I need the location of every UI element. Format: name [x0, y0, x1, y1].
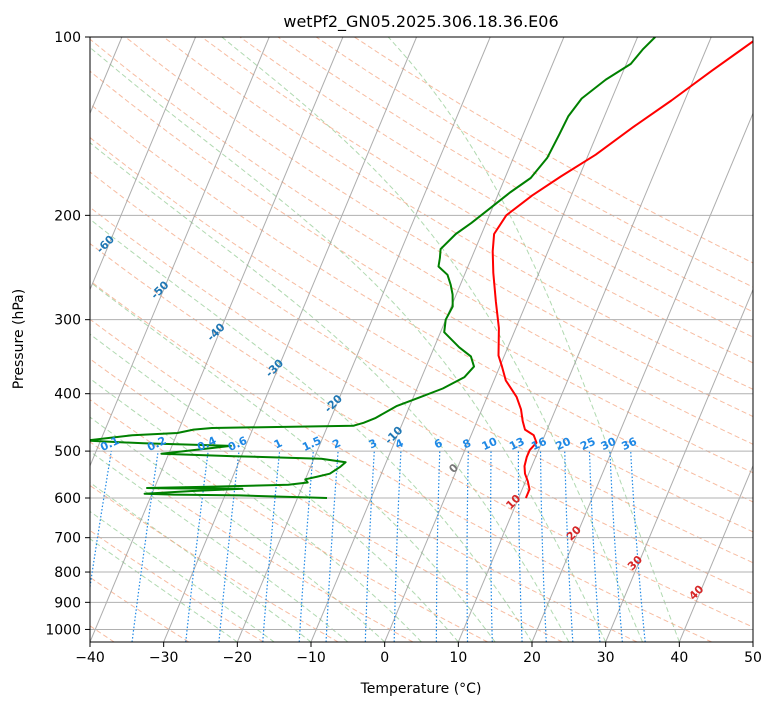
mixing-ratio-line — [262, 451, 281, 642]
x-tick-label: 20 — [523, 650, 541, 666]
dry-adiabat-line — [90, 103, 753, 503]
x-tick-label: 50 — [744, 650, 762, 666]
dry-adiabats — [90, 37, 753, 642]
dry-adiabat-line — [90, 484, 339, 642]
y-tick-label: 1000 — [45, 622, 81, 638]
mixing-ratio-line — [490, 451, 493, 642]
moist-adiabat-line — [90, 46, 607, 642]
isotherm-line — [384, 37, 639, 642]
mixing-ratio-line — [517, 451, 523, 642]
mixing-ratio-line — [325, 451, 339, 642]
dry-adiabat-line — [90, 399, 488, 642]
mixing-ratio-label: 20 — [554, 435, 574, 453]
dry-adiabat-line — [90, 358, 563, 642]
dry-adiabat-line — [124, 37, 753, 418]
moist-adiabat-line — [221, 37, 643, 642]
mixing-ratio-line — [539, 451, 547, 642]
moist-adiabat-line — [90, 416, 386, 642]
skewed-isotherms — [90, 37, 753, 642]
mixing-ratio-label: 25 — [578, 435, 597, 453]
moist-adiabat-line — [90, 510, 275, 642]
isotherm-line — [310, 37, 565, 642]
y-tick-label: 200 — [54, 208, 81, 224]
mixing-ratio-label: 10 — [480, 435, 500, 453]
dry-adiabat-line — [277, 37, 753, 313]
mixing-ratio-line — [435, 451, 441, 642]
mixing-ratio-label: 16 — [529, 435, 549, 453]
mixing-ratio-line — [364, 451, 375, 642]
isotherm-line — [163, 37, 418, 642]
y-axis-ticks: 100 200 300 400 500 600 700 800 900 1000 — [45, 30, 90, 638]
dry-adiabat-line — [315, 37, 753, 288]
mixing-ratio-label: 13 — [507, 435, 526, 453]
isotherm-line — [605, 288, 753, 642]
mixing-ratio-line — [609, 451, 623, 642]
moist-adiabat-line — [90, 450, 349, 642]
moist-adiabat-line — [90, 281, 496, 642]
mixing-ratio-lines — [90, 451, 646, 642]
y-tick-label: 500 — [54, 444, 81, 460]
mixing-ratio-line — [588, 451, 601, 642]
chart-title: wetPf2_GN05.2025.306.18.36.E06 — [283, 12, 558, 32]
moist-adiabat-line — [90, 142, 570, 642]
mixing-ratio-line — [564, 451, 574, 642]
isotherm-line — [90, 37, 270, 468]
isotherm-line — [90, 37, 197, 291]
y-tick-label: 700 — [54, 531, 81, 547]
mixing-ratio-line — [393, 451, 402, 642]
dry-adiabat-line — [90, 280, 712, 642]
y-tick-label: 100 — [54, 30, 81, 46]
dry-adiabat-line — [90, 441, 414, 642]
dry-adiabat-line — [90, 38, 753, 445]
y-tick-label: 900 — [54, 595, 81, 611]
y-axis-label: Pressure (hPa) — [11, 289, 27, 389]
dewpoint-profile-line — [90, 37, 656, 499]
moist-adiabat-line — [90, 218, 533, 642]
pressure-gridlines — [90, 37, 753, 630]
dry-adiabat-line — [162, 37, 753, 390]
moist-adiabat-line — [90, 538, 238, 642]
x-tick-label: −20 — [223, 650, 253, 666]
dry-adiabat-line — [90, 171, 753, 564]
mixing-ratio-label: 36 — [620, 435, 640, 453]
moist-adiabat-line — [90, 333, 459, 642]
isotherm-line — [90, 37, 344, 642]
mixing-ratio-line — [298, 451, 314, 642]
x-tick-label: −10 — [296, 650, 326, 666]
y-tick-label: 600 — [54, 491, 81, 507]
isotherm-line — [531, 112, 753, 642]
isotherm-line — [678, 464, 753, 642]
x-tick-label: 30 — [597, 650, 615, 666]
sounding-profiles — [90, 37, 753, 499]
mixing-ratio-label: 30 — [599, 435, 619, 453]
temperature-profile-line — [491, 40, 753, 499]
mixing-ratio-line — [630, 451, 646, 642]
plot-area: -100-90-80-70-60-50-40-30-20-10010203040… — [90, 37, 753, 642]
y-tick-label: 300 — [54, 313, 81, 329]
plot-frame — [89, 36, 754, 643]
isotherm-line — [236, 37, 491, 642]
mixing-ratio-line — [466, 451, 469, 642]
dry-adiabat-line — [90, 243, 753, 628]
x-tick-label: 0 — [380, 650, 389, 666]
x-tick-label: −30 — [149, 650, 179, 666]
y-tick-label: 800 — [54, 565, 81, 581]
x-tick-label: 40 — [670, 650, 688, 666]
dry-adiabat-line — [90, 70, 753, 474]
isotherm-line — [457, 37, 712, 642]
x-tick-label: −40 — [75, 650, 105, 666]
moist-adiabat-line — [387, 37, 680, 642]
x-axis-ticks: −40 −30 −20 −10 0 10 20 30 40 50 — [75, 642, 762, 666]
x-tick-label: 10 — [449, 650, 467, 666]
y-tick-label: 400 — [54, 387, 81, 403]
dry-adiabat-line — [200, 37, 753, 364]
x-axis-label: Temperature (°C) — [360, 681, 482, 697]
